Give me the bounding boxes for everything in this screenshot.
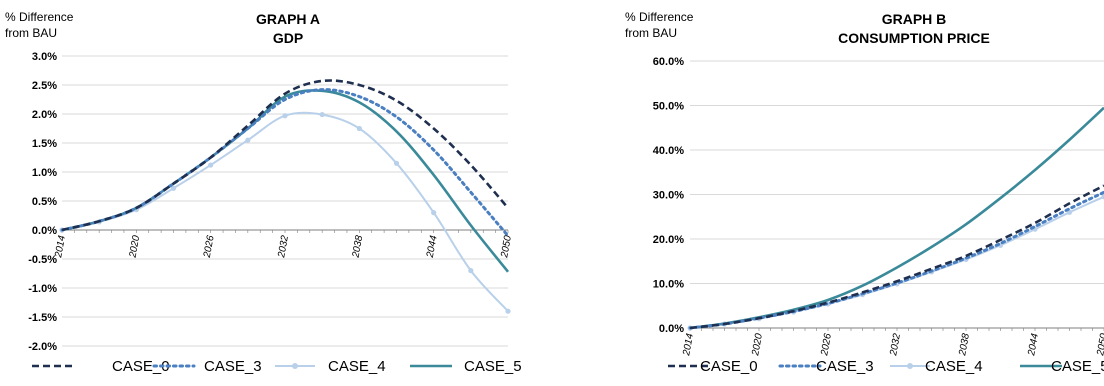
graph-b-panel: % Difference from BAU GRAPH B CONSUMPTIO… bbox=[620, 0, 1104, 381]
y-tick-label: 0.0% bbox=[32, 225, 57, 237]
y-tick-label: 30.0% bbox=[653, 190, 684, 202]
legend-label: CASE_3 bbox=[816, 358, 874, 375]
x-tick-label: 2050 bbox=[499, 234, 514, 259]
y-axis-title-line1: % Difference bbox=[5, 10, 74, 24]
y-tick-label: 0.5% bbox=[32, 196, 57, 208]
chart-subtitle: CONSUMPTION PRICE bbox=[838, 30, 990, 46]
data-point-case-4 bbox=[393, 160, 400, 166]
y-tick-label: -2.0% bbox=[28, 341, 57, 353]
legend-label: CASE_0 bbox=[112, 358, 170, 375]
y-tick-label: 1.0% bbox=[32, 167, 57, 179]
x-tick-label: 2044 bbox=[425, 234, 440, 259]
x-tick-label: 2038 bbox=[350, 234, 365, 259]
y-tick-label: 60.0% bbox=[653, 56, 684, 68]
data-point-case-4 bbox=[282, 113, 288, 119]
series-line-case-0 bbox=[689, 184, 1104, 330]
legend-marker bbox=[907, 363, 913, 369]
legend-label: CASE_0 bbox=[700, 358, 758, 375]
data-point-case-4 bbox=[319, 111, 325, 118]
graph-a-svg: % Difference from BAU GRAPH A GDP 3.0% 2.… bbox=[5, 10, 522, 375]
x-tick-label: 2032 bbox=[888, 332, 903, 357]
data-point-case-4 bbox=[356, 125, 362, 132]
legend-marker bbox=[292, 363, 298, 369]
y-tick-label: 40.0% bbox=[653, 145, 684, 157]
y-tick-label: 10.0% bbox=[653, 279, 684, 291]
series-line-case-5 bbox=[689, 106, 1104, 330]
y-tick-label: -1.5% bbox=[28, 312, 57, 324]
series-line-case-0 bbox=[61, 79, 509, 232]
y-tick-label: -0.5% bbox=[28, 254, 57, 266]
x-tick-label: 2026 bbox=[202, 234, 217, 259]
y-axis-title-line2: from BAU bbox=[5, 26, 57, 40]
y-tick-label: 1.5% bbox=[32, 138, 57, 150]
series-line-case-4 bbox=[689, 195, 1104, 329]
legend-label: CASE_5 bbox=[1051, 358, 1104, 375]
y-tick-label: 0.0% bbox=[659, 323, 684, 335]
x-tick-label: 2020 bbox=[750, 332, 765, 357]
data-point-case-4 bbox=[431, 210, 437, 216]
graph-b-svg: % Difference from BAU GRAPH B CONSUMPTIO… bbox=[625, 10, 1104, 375]
y-tick-label: 3.0% bbox=[32, 51, 57, 63]
series-line-case-3 bbox=[60, 88, 510, 238]
chart-subtitle: GDP bbox=[273, 30, 303, 46]
x-tick-label: 2032 bbox=[276, 234, 291, 259]
legend-label: CASE_3 bbox=[204, 358, 262, 375]
graph-a-panel: % Difference from BAU GRAPH A GDP 3.0% 2.… bbox=[0, 0, 540, 381]
plot-area: 60.0% 50.0% 40.0% 30.0% 20.0% 10.0% 0.0%2014 20… bbox=[653, 56, 1104, 357]
data-point-case-4 bbox=[170, 185, 177, 191]
legend: CASE_0 CASE_3 CASE_4 CASE_5 bbox=[668, 358, 1104, 375]
y-tick-label: 2.5% bbox=[32, 80, 57, 92]
x-tick-label: 2044 bbox=[1026, 332, 1041, 357]
data-point-case-4 bbox=[245, 137, 251, 143]
legend-label: CASE_5 bbox=[464, 358, 522, 375]
data-point-case-4 bbox=[208, 162, 214, 168]
y-tick-label: 2.0% bbox=[32, 109, 57, 121]
x-tick-label: 2020 bbox=[127, 234, 142, 259]
chart-title: GRAPH B bbox=[882, 11, 947, 27]
legend-label: CASE_4 bbox=[925, 358, 983, 375]
y-tick-label: 50.0% bbox=[653, 101, 684, 113]
legend: CASE_0 CASE_3 CASE_4 CASE_5 bbox=[32, 358, 522, 375]
y-axis-title-line1: % Difference bbox=[625, 10, 694, 24]
x-tick-label: 2026 bbox=[819, 332, 834, 357]
chart-title: GRAPH A bbox=[256, 11, 320, 27]
x-tick-label: 2014 bbox=[53, 234, 68, 259]
series-group bbox=[687, 106, 1104, 331]
data-point-case-4 bbox=[1101, 194, 1104, 200]
x-tick-label: 2014 bbox=[681, 332, 696, 357]
legend-label: CASE_4 bbox=[328, 358, 386, 375]
x-tick-label: 2038 bbox=[957, 332, 972, 357]
x-tick-label: 2050 bbox=[1095, 332, 1104, 357]
y-tick-label: 20.0% bbox=[653, 234, 684, 246]
data-point-case-4 bbox=[468, 268, 474, 274]
y-axis-title-line2: from BAU bbox=[625, 26, 677, 40]
y-tick-label: -1.0% bbox=[28, 283, 57, 295]
plot-area: 3.0% 2.5% 2.0% 1.5% 1.0% 0.5% 0.0% -0.5% -1.0% -1… bbox=[28, 51, 514, 353]
data-point-case-4 bbox=[505, 308, 511, 314]
series-line-case-3 bbox=[688, 190, 1104, 330]
